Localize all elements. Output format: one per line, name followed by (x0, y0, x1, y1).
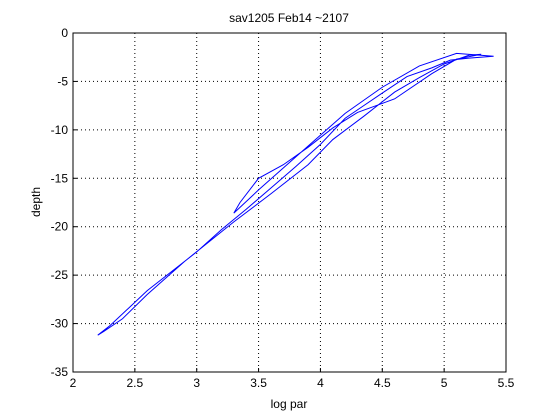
y-tick-label: -15 (51, 171, 69, 185)
y-axis-label: depth (29, 187, 43, 217)
x-tick-label: 4.5 (374, 376, 391, 390)
y-tick-label: -5 (57, 74, 68, 88)
plot-area (72, 32, 507, 373)
x-tick-label: 3 (193, 376, 200, 390)
data-line (97, 52, 494, 336)
y-tick-label: -10 (51, 123, 69, 137)
y-tick-label: -25 (51, 268, 69, 282)
x-tick-label: 5.5 (498, 376, 515, 390)
y-tick-label: -20 (51, 220, 69, 234)
y-tick-label: -30 (51, 317, 69, 331)
x-tick-label: 3.5 (250, 376, 267, 390)
y-tick-label: 0 (61, 26, 68, 40)
x-tick-label: 5 (441, 376, 448, 390)
x-tick-label: 2 (70, 376, 77, 390)
x-tick-label: 2.5 (127, 376, 144, 390)
y-tick-label: -35 (51, 365, 69, 379)
chart-title: sav1205 Feb14 ~2107 (229, 11, 349, 25)
x-tick-label: 4 (317, 376, 324, 390)
x-axis-label: log par (271, 397, 308, 411)
